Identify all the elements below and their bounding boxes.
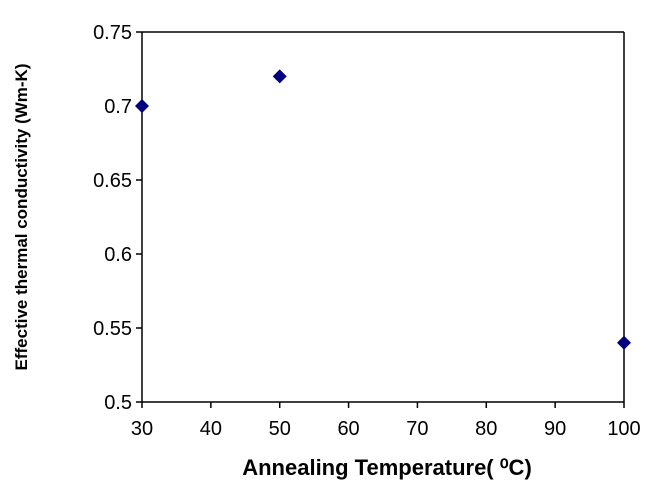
y-tick-label: 0.55: [93, 318, 132, 340]
y-tick-label: 0.7: [104, 96, 132, 118]
data-point-marker: [135, 99, 149, 113]
x-tick-label: 80: [475, 418, 497, 440]
data-point-marker: [617, 335, 631, 350]
x-tick-label: 60: [337, 418, 359, 440]
x-tick-label: 40: [200, 418, 222, 440]
y-axis-ticks: 0.75 0.7 0.65 0.6 0.55 0.5: [93, 22, 142, 414]
x-tick-label: 30: [131, 418, 153, 440]
y-tick-label: 0.65: [93, 170, 132, 192]
y-tick-label: 0.5: [104, 392, 132, 414]
x-tick-label: 50: [269, 418, 291, 440]
x-tick-label: 100: [607, 418, 640, 440]
x-tick-label: 90: [544, 418, 566, 440]
y-tick-label: 0.75: [93, 22, 132, 44]
data-point-marker: [272, 69, 287, 84]
x-axis-ticks: 30 40 50 60 70 80 90 100: [131, 402, 641, 440]
y-tick-label: 0.6: [104, 244, 132, 266]
plot-area: [142, 32, 624, 402]
y-axis-title: Effective thermal conductivity (Wm-K): [12, 64, 31, 371]
x-tick-label: 70: [406, 418, 428, 440]
data-points: [135, 69, 631, 350]
x-axis-title: Annealing Temperature( ⁰C): [242, 455, 532, 480]
